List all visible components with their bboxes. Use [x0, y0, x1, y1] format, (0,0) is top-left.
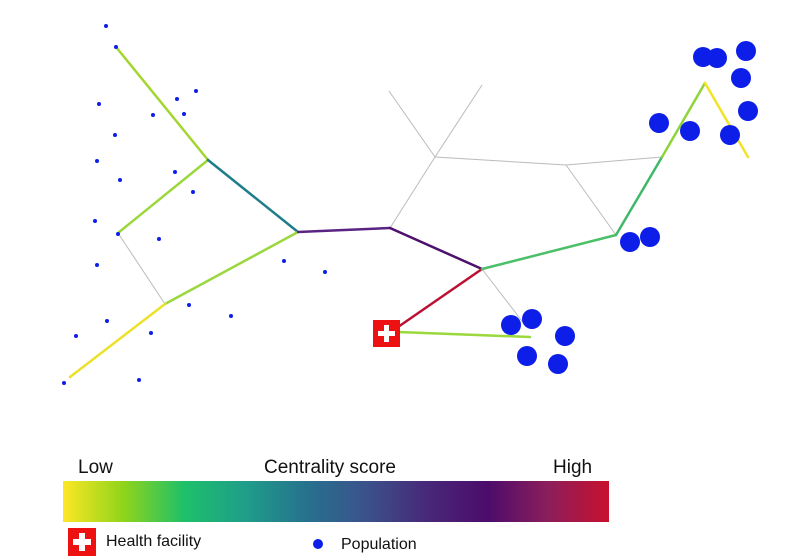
population-point [229, 314, 233, 318]
population-point [113, 133, 117, 137]
colorbar-title: Centrality score [264, 457, 396, 478]
population-point [187, 303, 191, 307]
population-point [149, 331, 153, 335]
road-segment [703, 81, 750, 159]
gray-road [434, 156, 567, 166]
population-point [501, 315, 521, 335]
gray-road [481, 268, 526, 326]
road-segment [68, 302, 167, 379]
population-point [93, 219, 97, 223]
population-point [175, 97, 179, 101]
population-point [182, 112, 186, 116]
centrality-colorbar [63, 481, 609, 522]
gray-road [434, 84, 483, 158]
road-segment [480, 233, 618, 271]
population-point [137, 378, 141, 382]
road-segment [116, 158, 210, 235]
population-small [62, 24, 327, 385]
road-segment [396, 267, 484, 329]
gray-road [117, 232, 166, 305]
gray-road [388, 90, 436, 158]
population-large [501, 41, 758, 374]
population-point [555, 326, 575, 346]
population-point [62, 381, 66, 385]
population-point [649, 113, 669, 133]
road-network-map [62, 24, 758, 385]
population-point [95, 159, 99, 163]
population-point [104, 24, 108, 28]
legend-population-label: Population [341, 536, 417, 553]
centrality-roads [68, 45, 750, 379]
legend-health-facility-icon [68, 528, 96, 556]
road-segment [660, 81, 707, 159]
population-point [731, 68, 751, 88]
population-point [74, 334, 78, 338]
population-point [738, 101, 758, 121]
population-point [95, 263, 99, 267]
population-point [97, 102, 101, 106]
gray-road [389, 156, 436, 229]
population-point [517, 346, 537, 366]
population-point [191, 190, 195, 194]
road-segment [388, 226, 484, 271]
population-point [620, 232, 640, 252]
population-point [116, 232, 120, 236]
population-point [282, 259, 286, 263]
population-point [522, 309, 542, 329]
road-segment [396, 330, 532, 339]
population-point [105, 319, 109, 323]
health-facility-icon [373, 320, 400, 347]
population-point [114, 45, 118, 49]
population-point [736, 41, 756, 61]
background-roads [117, 84, 663, 326]
population-point [157, 237, 161, 241]
population-point [151, 113, 155, 117]
population-point [720, 125, 740, 145]
gray-road [565, 164, 617, 236]
population-point [323, 270, 327, 274]
gray-road [565, 156, 663, 166]
road-segment [163, 230, 300, 306]
population-point [640, 227, 660, 247]
population-point [173, 170, 177, 174]
population-point [548, 354, 568, 374]
colorbar-high-label: High [553, 457, 593, 478]
road-segment [206, 158, 300, 234]
legend-population-dot [313, 539, 323, 549]
colorbar-low-label: Low [78, 457, 113, 478]
road-segment [114, 45, 210, 162]
population-point [680, 121, 700, 141]
road-segment [296, 226, 392, 234]
population-point [194, 89, 198, 93]
population-point [118, 178, 122, 182]
road-segment [614, 155, 664, 237]
population-point [707, 48, 727, 68]
legend-health-facility-label: Health facility [106, 533, 202, 550]
